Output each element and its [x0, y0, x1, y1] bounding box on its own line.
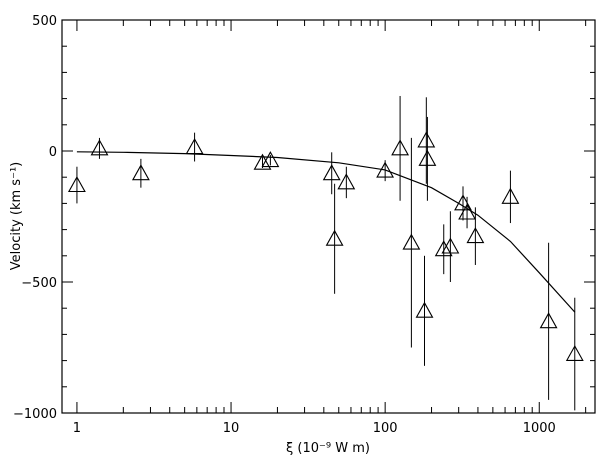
data-point: [376, 161, 395, 178]
data-point: [131, 164, 150, 181]
data-point: [67, 175, 86, 193]
y-axis-title: Velocity (km s⁻¹): [9, 162, 24, 270]
data-point: [325, 229, 344, 246]
data-point: [402, 233, 421, 250]
x-axis-title: ξ (10⁻⁹ W m): [286, 441, 370, 456]
tick-labels: 1 10 100 1000 500 0 −500 −1000: [13, 14, 556, 436]
y-tick-label: −500: [21, 276, 57, 291]
data-point: [337, 173, 356, 190]
data-point: [466, 227, 485, 244]
data-point: [261, 151, 280, 168]
data-point: [185, 137, 204, 155]
data-point: [417, 131, 436, 148]
data-point: [322, 164, 341, 181]
y-tick-label: 500: [32, 14, 57, 29]
data-point: [434, 240, 453, 257]
plot-frame: [61, 19, 596, 414]
axis-ticks: [62, 19, 595, 414]
data-point: [253, 153, 272, 170]
x-tick-label: 100: [373, 421, 398, 436]
data-point: [501, 187, 520, 204]
data-points-group: [67, 95, 584, 411]
data-point: [539, 312, 558, 329]
x-tick-label: 1: [73, 421, 81, 436]
data-point: [458, 203, 477, 220]
data-point: [415, 301, 434, 318]
data-point: [441, 237, 460, 254]
data-point: [565, 344, 584, 361]
y-tick-label: 0: [49, 145, 57, 160]
y-tick-label: −1000: [13, 407, 57, 422]
x-tick-label: 10: [223, 421, 240, 436]
x-tick-label: 1000: [523, 421, 556, 436]
data-point: [418, 149, 437, 166]
data-point: [90, 139, 109, 156]
data-point: [391, 139, 410, 156]
